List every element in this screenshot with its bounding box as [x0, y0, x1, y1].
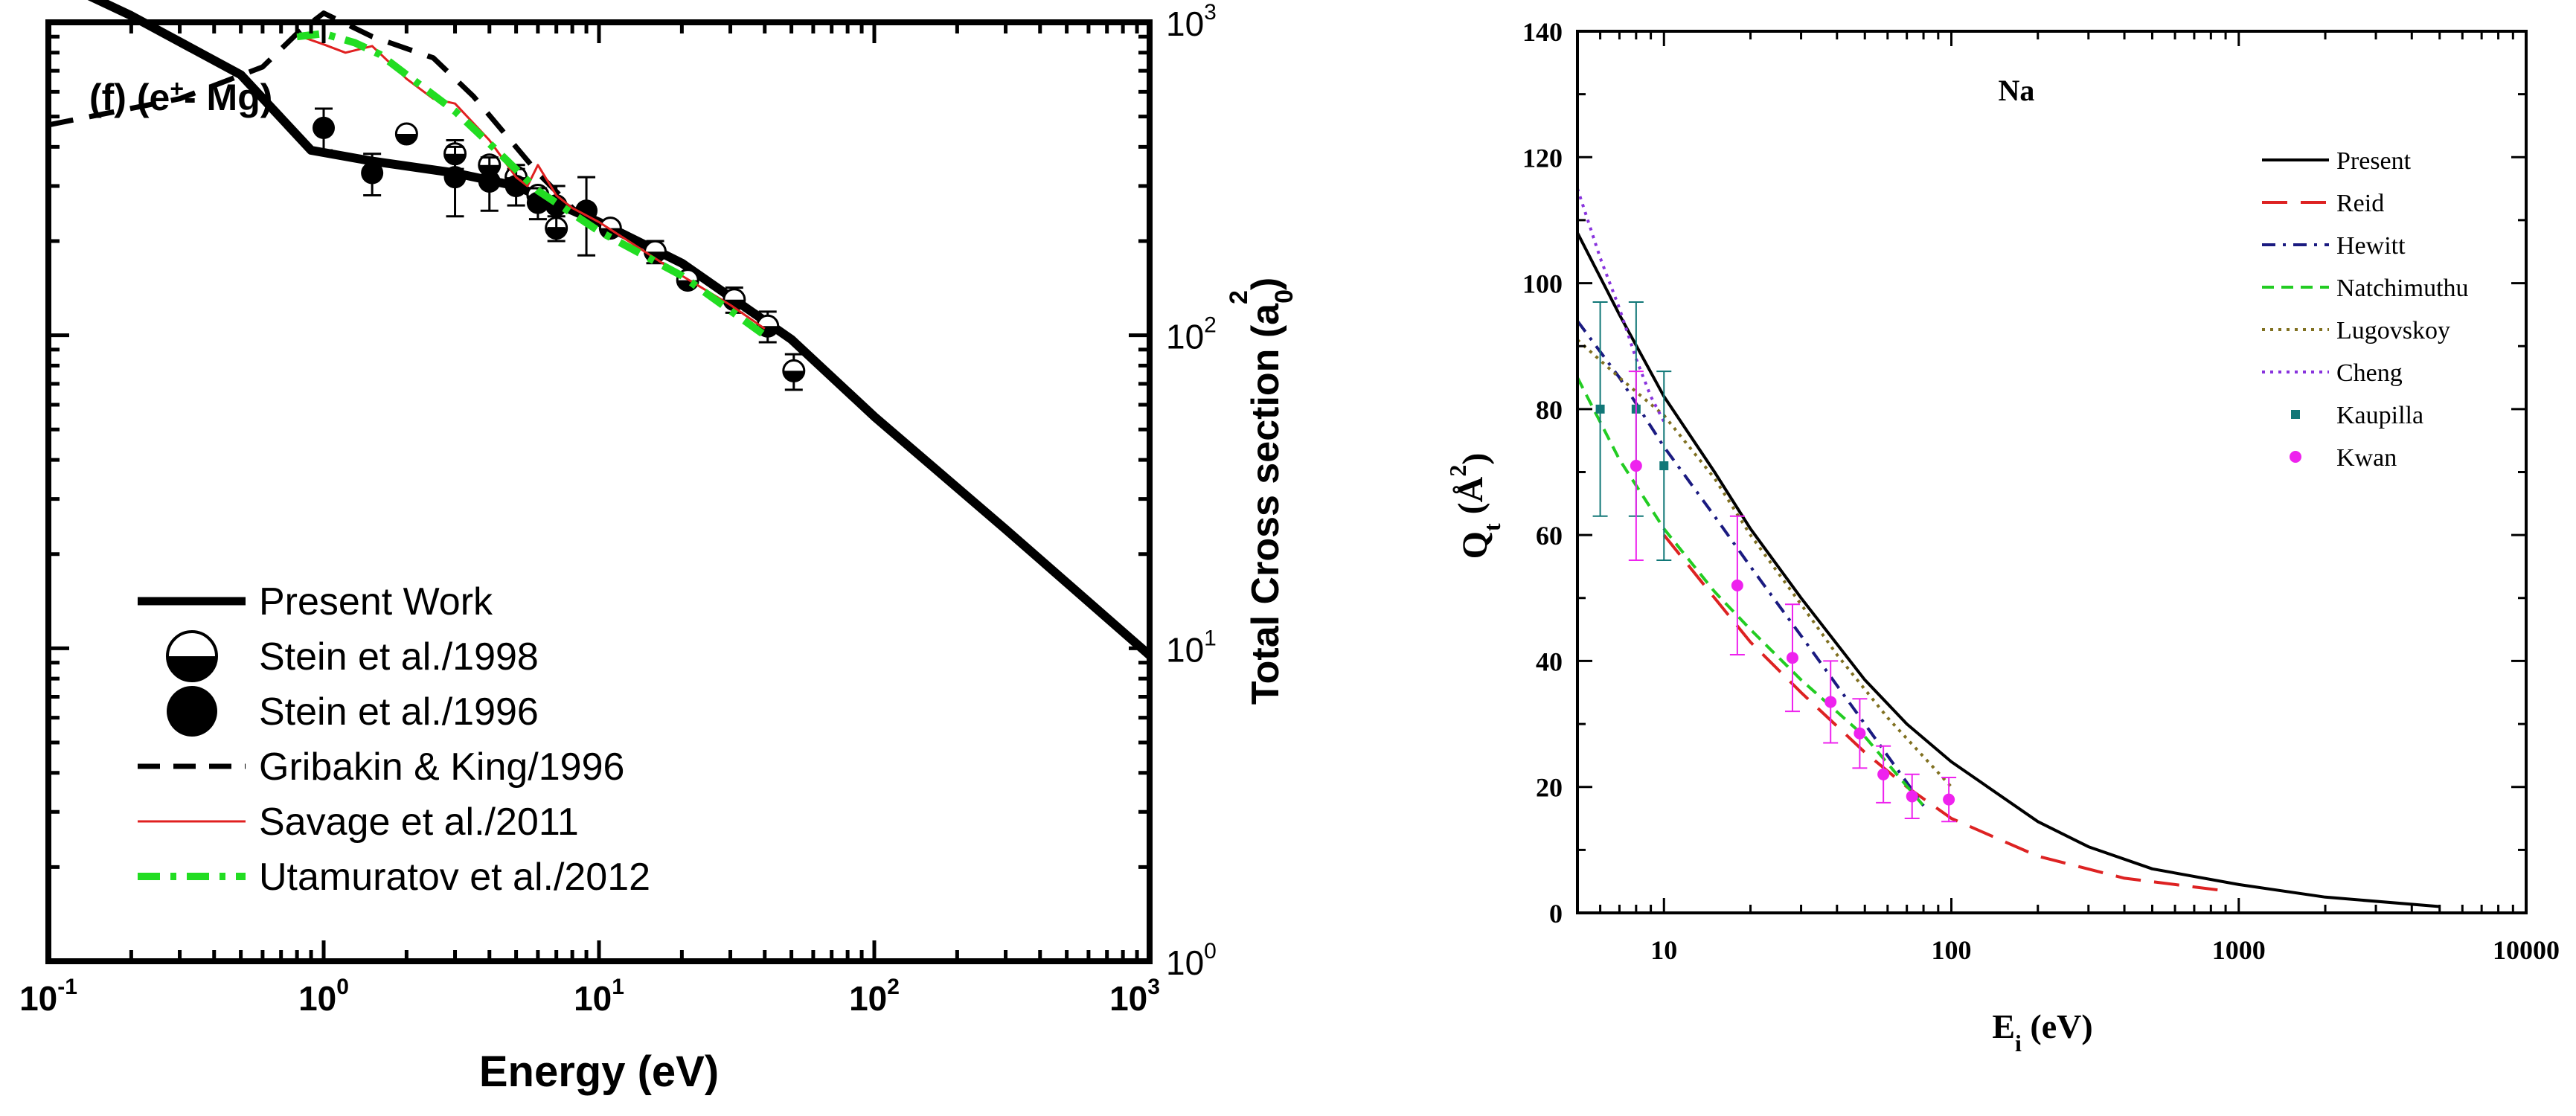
right-legend-item: Present [2262, 147, 2412, 175]
left-point-stein-et-al-1998 [394, 122, 418, 146]
right-y-axis-label: Qt (Å2) [1444, 453, 1505, 559]
right-y-tick-label: 0 [1549, 899, 1563, 929]
right-ticks-layer: 10 100 1000 10000 0 20 40 60 80 100 120 140 [1522, 17, 2560, 965]
right-series-natchimuthu [1576, 376, 1925, 807]
right-y-tick-label: 140 [1522, 17, 1563, 47]
right-point-kwan [1731, 579, 1743, 591]
right-point-kwan [1824, 696, 1837, 708]
left-point-stein-et-al-1996 [443, 166, 467, 189]
svg-text:Kwan: Kwan [2336, 444, 2397, 472]
svg-text:Hewitt: Hewitt [2336, 232, 2406, 260]
right-legend: Present Reid Hewitt Natchimuthu Lugovskoy Che… [2262, 147, 2469, 472]
right-y-tick-label: 80 [1536, 395, 1563, 425]
right-point-kwan [1853, 727, 1866, 740]
right-series-present [1576, 231, 2440, 908]
left-panel-label: (f) (e+- Mg) [89, 75, 272, 118]
svg-text:Stein et al./1998: Stein et al./1998 [259, 635, 539, 679]
right-point-kwan [1786, 652, 1798, 664]
left-series-layer [48, 0, 1153, 659]
right-point-kaupilla [1595, 404, 1605, 414]
right-x-tick-label: 10 [1650, 935, 1677, 965]
right-y-tick-label: 120 [1522, 143, 1563, 173]
left-y-tick-label: 100 [1166, 939, 1217, 982]
left-y-axis-label: Total Cross section (a02) [1225, 278, 1298, 705]
right-y-tick-label: 100 [1522, 269, 1563, 299]
svg-text:Reid: Reid [2336, 190, 2384, 217]
right-series-layer [1576, 187, 2440, 908]
right-y-tick-label: 60 [1536, 521, 1563, 551]
left-x-tick-label: 10-1 [19, 975, 77, 1018]
left-x-tick-label: 100 [298, 975, 349, 1018]
right-point-kwan [1943, 793, 1955, 806]
left-legend-item: Savage et al./2011 [138, 801, 579, 844]
left-point-stein-et-al-1998 [782, 359, 806, 382]
left-x-tick-label: 103 [1109, 975, 1160, 1018]
svg-text:Present Work: Present Work [259, 580, 493, 623]
left-legend-item: Stein et al./1998 [166, 630, 539, 682]
left-y-tick-label: 102 [1166, 313, 1217, 356]
svg-text:Stein et al./1996: Stein et al./1996 [259, 690, 539, 734]
right-series-hewitt [1576, 320, 1925, 807]
left-legend-item: Utamuratov et al./2012 [138, 856, 650, 899]
left-point-stein-et-al-1996 [313, 116, 335, 139]
right-point-kwan [1906, 790, 1918, 803]
right-legend-item: Kwan [2290, 444, 2397, 472]
right-series-cheng [1576, 187, 1666, 423]
svg-text:Present: Present [2336, 147, 2412, 175]
left-legend-item: Stein et al./1996 [167, 686, 539, 737]
left-x-tick-label: 101 [574, 975, 624, 1018]
left-series-savage-et-al-2011 [296, 33, 766, 330]
right-chart: 10 100 1000 10000 0 20 40 60 80 100 120 140 Na Ei (… [1444, 17, 2560, 1056]
left-legend: Present Work Stein et al./1998 Stein et al… [138, 580, 650, 899]
left-series-utamuratov-et-al-2012 [296, 30, 767, 339]
right-series-lugovskoy [1576, 339, 1952, 789]
left-x-axis-label: Energy (eV) [479, 1048, 719, 1096]
svg-text:Cheng: Cheng [2336, 359, 2403, 387]
right-legend-item: Hewitt [2262, 232, 2406, 260]
left-x-tick-label: 102 [849, 975, 900, 1018]
left-point-stein-et-al-1996 [361, 161, 384, 185]
right-legend-item: Cheng [2262, 359, 2403, 387]
svg-text:Utamuratov et al./2012: Utamuratov et al./2012 [259, 856, 650, 899]
right-point-kwan [1630, 460, 1642, 472]
right-x-axis-label: Ei (eV) [1992, 1007, 2092, 1056]
left-legend-item: Present Work [138, 580, 493, 623]
right-y-tick-label: 20 [1536, 773, 1563, 803]
right-legend-item: Reid [2262, 190, 2384, 217]
right-chart-title: Na [1999, 74, 2035, 107]
right-legend-item: Kaupilla [2291, 402, 2423, 429]
right-legend-item: Natchimuthu [2262, 275, 2469, 302]
svg-text:Savage et al./2011: Savage et al./2011 [259, 801, 579, 844]
svg-text:Lugovskoy: Lugovskoy [2336, 317, 2450, 344]
right-legend-item: Lugovskoy [2262, 317, 2450, 344]
right-x-tick-label: 10000 [2493, 935, 2560, 965]
right-x-tick-label: 1000 [2212, 935, 2266, 965]
svg-text:Natchimuthu: Natchimuthu [2336, 275, 2469, 302]
right-y-tick-label: 40 [1536, 647, 1563, 676]
left-legend-item: Gribakin & King/1996 [138, 745, 624, 789]
right-series-reid [1662, 533, 2226, 893]
left-point-stein-et-al-1996 [478, 170, 501, 193]
right-point-kwan [1877, 768, 1890, 780]
svg-text:Gribakin & King/1996: Gribakin & King/1996 [259, 745, 624, 789]
right-x-tick-label: 100 [1932, 935, 1972, 965]
left-series-gribakin-king-1996 [48, 10, 589, 224]
left-y-tick-label: 103 [1166, 0, 1217, 43]
right-point-kaupilla [1659, 461, 1669, 471]
left-y-tick-label: 101 [1166, 626, 1217, 669]
svg-text:Kaupilla: Kaupilla [2336, 402, 2423, 429]
